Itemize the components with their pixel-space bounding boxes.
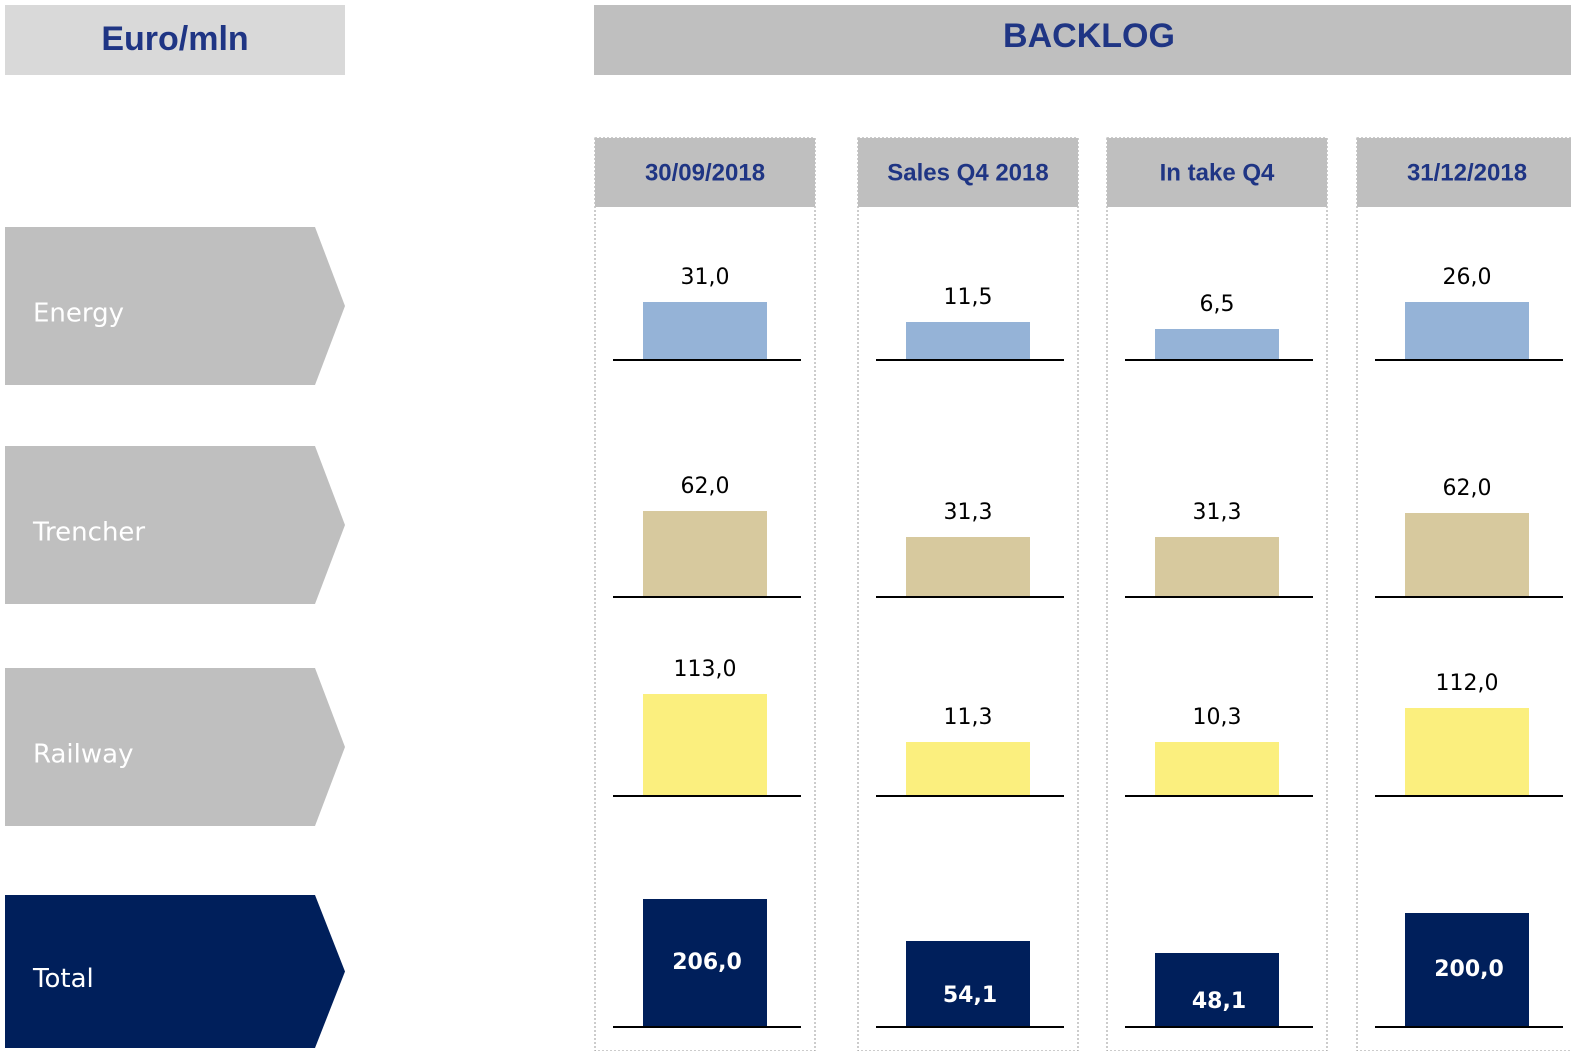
bar bbox=[906, 537, 1030, 597]
total-value: 200,0 bbox=[1434, 957, 1504, 982]
column-header: In take Q4 bbox=[1160, 159, 1275, 186]
bar bbox=[1155, 953, 1279, 1027]
row-chevron bbox=[5, 227, 345, 385]
bar bbox=[1405, 708, 1529, 796]
value: 62,0 bbox=[681, 474, 730, 499]
value: 31,3 bbox=[944, 500, 993, 525]
bar bbox=[906, 941, 1030, 1027]
value: 11,5 bbox=[944, 285, 993, 310]
value: 112,0 bbox=[1436, 671, 1499, 696]
bar bbox=[1155, 537, 1279, 597]
value: 62,0 bbox=[1443, 476, 1492, 501]
column-header-box bbox=[1107, 138, 1327, 207]
bar bbox=[1405, 913, 1529, 1027]
bar bbox=[906, 742, 1030, 796]
column-header: Sales Q4 2018 bbox=[887, 159, 1048, 186]
total-value: 54,1 bbox=[943, 983, 997, 1008]
total-value: 48,1 bbox=[1192, 989, 1246, 1014]
column-header: 30/09/2018 bbox=[645, 159, 765, 186]
row-label: Railway bbox=[33, 740, 133, 770]
row-label: Total bbox=[32, 964, 94, 994]
column-header: 31/12/2018 bbox=[1407, 159, 1527, 186]
bar bbox=[1155, 742, 1279, 796]
column-header-box bbox=[1357, 138, 1571, 207]
title-box bbox=[594, 5, 1571, 75]
total-value: 206,0 bbox=[672, 950, 742, 975]
row-label: Energy bbox=[33, 299, 124, 329]
value: 11,3 bbox=[944, 705, 993, 730]
value: 6,5 bbox=[1200, 292, 1235, 317]
bar bbox=[1405, 302, 1529, 360]
value: 26,0 bbox=[1443, 265, 1492, 290]
value: 113,0 bbox=[674, 657, 737, 682]
value: 10,3 bbox=[1193, 705, 1242, 730]
row-chevron bbox=[5, 668, 345, 826]
unit: Euro/mln bbox=[101, 20, 248, 58]
column-header-box bbox=[858, 138, 1078, 207]
row-chevron bbox=[5, 895, 345, 1048]
row-label: Trencher bbox=[32, 518, 145, 548]
bar bbox=[643, 899, 767, 1027]
bar bbox=[906, 322, 1030, 360]
value: 31,3 bbox=[1193, 500, 1242, 525]
row-chevron bbox=[5, 446, 345, 604]
bar bbox=[643, 511, 767, 597]
column-header-box bbox=[595, 138, 815, 207]
bar bbox=[643, 694, 767, 796]
title: BACKLOG bbox=[1003, 17, 1175, 55]
bar bbox=[1155, 329, 1279, 360]
bar bbox=[643, 302, 767, 360]
value: 31,0 bbox=[681, 265, 730, 290]
bar bbox=[1405, 513, 1529, 597]
unit-box bbox=[5, 5, 345, 75]
